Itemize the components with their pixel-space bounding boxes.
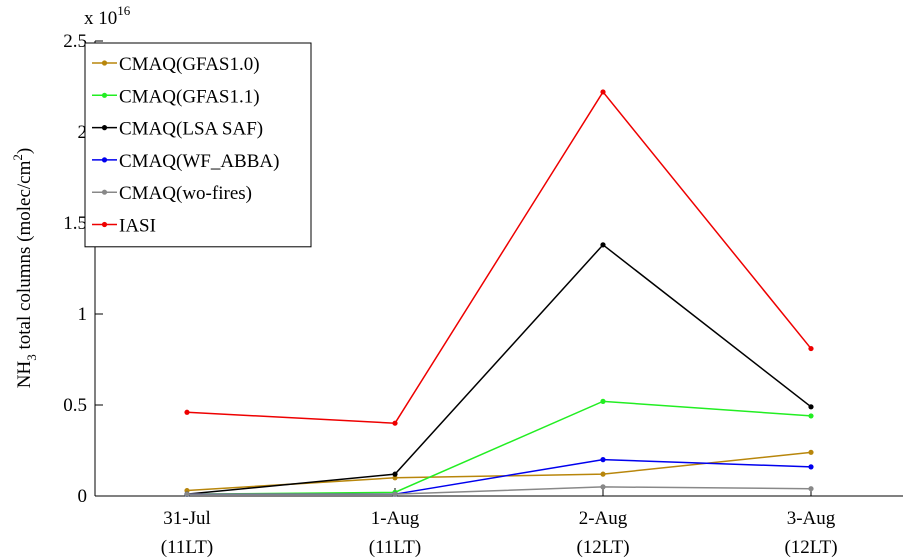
legend-box [84,42,312,248]
y-tick-label: 1.5 [63,213,87,234]
data-point [392,491,398,497]
legend-item: CMAQ(LSA SAF) [92,119,263,140]
data-point [808,449,814,455]
data-point [184,491,190,497]
legend-label: CMAQ(GFAS1.0) [119,54,260,75]
legend-item: CMAQ(GFAS1.0) [92,54,260,75]
legend-marker [101,221,108,228]
legend-item: CMAQ(wo-fires) [92,183,252,204]
data-point [184,409,190,415]
legend-label: CMAQ(GFAS1.1) [119,86,260,107]
series-lines [184,89,814,497]
y-tick-label: 2 [78,122,88,143]
legend-item: CMAQ(GFAS1.1) [92,86,260,107]
data-point [600,457,606,463]
data-point [808,413,814,419]
legend-item: IASI [92,216,156,237]
data-point [600,484,606,490]
series-cmaq-wo-fires [184,484,814,497]
series-cmaq-gfas1-0 [184,449,814,494]
series-cmaq-gfas1-1 [184,398,814,497]
legend-label: CMAQ(WF_ABBA) [119,151,279,172]
data-point [808,464,814,470]
legend-marker [101,189,108,195]
data-point [184,487,190,494]
x-tick-label-time: (11LT) [161,537,213,558]
legend-item: CMAQ(WF_ABBA) [92,151,279,172]
y-tick-label: 0.5 [63,395,87,416]
legend-marker [101,157,108,163]
data-point [600,471,606,477]
data-point [392,420,398,426]
series-cmaq-lsa-saf [184,242,814,497]
data-point [600,242,606,248]
data-point [808,345,814,352]
x-tick-label-date: 2-Aug [579,508,628,529]
data-point [600,89,606,95]
x-tick-label-date: 3-Aug [787,508,836,529]
legend-marker [101,92,108,98]
y-tick-label: 2.5 [63,31,87,52]
series-line [187,486,812,495]
x-tick-label-date: 1-Aug [371,508,420,529]
data-point [808,404,814,410]
y-multiplier-exponent: 16 [117,3,131,18]
x-tick-label-time: (12LT) [576,537,629,558]
data-point [392,475,398,481]
series-line [187,458,812,495]
legend-label: IASI [119,216,156,237]
series-iasi [184,89,814,426]
series-line [186,400,812,495]
legend-label: CMAQ(LSA SAF) [119,119,263,140]
series-line [186,90,812,424]
legend-label: CMAQ(wo-fires) [119,183,252,204]
x-tick-label-time: (12LT) [784,537,837,558]
legend: CMAQ(GFAS1.0) CMAQ(GFAS1.1) CMAQ(LSA SAF) C… [84,42,312,248]
legend-marker [101,125,108,131]
y-tick-label: 1 [78,304,88,325]
data-point [808,486,814,492]
axes: 0 0.5 1 1.5 2 2.5 31-Jul (11LT) 1-Aug (11LT) 2-Aug… [63,31,903,558]
y-axis-label: NH3 total columns (molec/cm2) [10,148,39,388]
y-tick-label: 0 [78,486,88,507]
data-point [392,471,398,477]
x-tick-label-time: (11LT) [369,537,421,558]
x-tick-label-date: 31-Jul [163,508,211,529]
series-line [186,243,812,495]
y-multiplier-label: x 1016 [84,3,131,29]
legend-marker [101,60,108,66]
data-point [600,398,606,404]
